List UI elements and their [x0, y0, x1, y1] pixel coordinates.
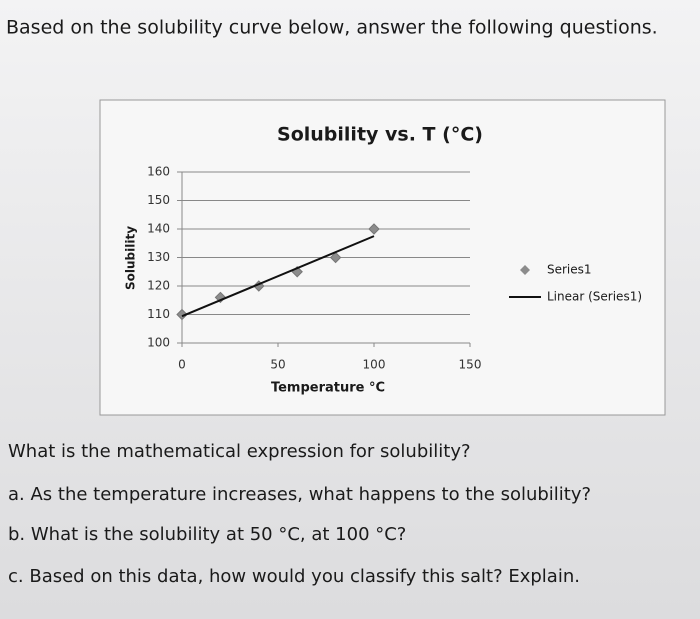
trend-line	[181, 235, 375, 318]
y-tick-label: 150	[147, 193, 170, 207]
y-tick-label: 110	[147, 307, 170, 321]
question: What is the mathematical expression for …	[8, 441, 471, 462]
x-tick-label: 50	[270, 358, 285, 372]
legend-label: Linear (Series1)	[547, 290, 642, 304]
y-tick-label: 160	[147, 165, 170, 179]
data-point	[176, 308, 188, 321]
y-tick-label: 140	[147, 222, 170, 236]
question: b. What is the solubility at 50 °C, at 1…	[8, 524, 406, 545]
question: c. Based on this data, how would you cla…	[8, 566, 580, 587]
question: a. As the temperature increases, what ha…	[8, 484, 591, 505]
y-tick-label: 100	[147, 336, 170, 350]
data-point	[368, 223, 380, 235]
data-point	[329, 251, 342, 264]
x-tick-label: 100	[363, 358, 386, 372]
legend-marker	[520, 265, 530, 275]
y-tick-label: 130	[147, 250, 170, 264]
x-axis-label: Temperature °C	[271, 381, 385, 396]
x-tick-label: 0	[178, 358, 186, 372]
y-tick-label: 120	[147, 279, 170, 293]
legend-label: Series1	[547, 263, 592, 277]
heading: Based on the solubility curve below, ans…	[6, 17, 658, 39]
y-axis-label: Solubility	[124, 226, 138, 290]
x-tick-label: 150	[459, 358, 482, 372]
chart-title: Solubility vs. T (°C)	[277, 124, 483, 146]
